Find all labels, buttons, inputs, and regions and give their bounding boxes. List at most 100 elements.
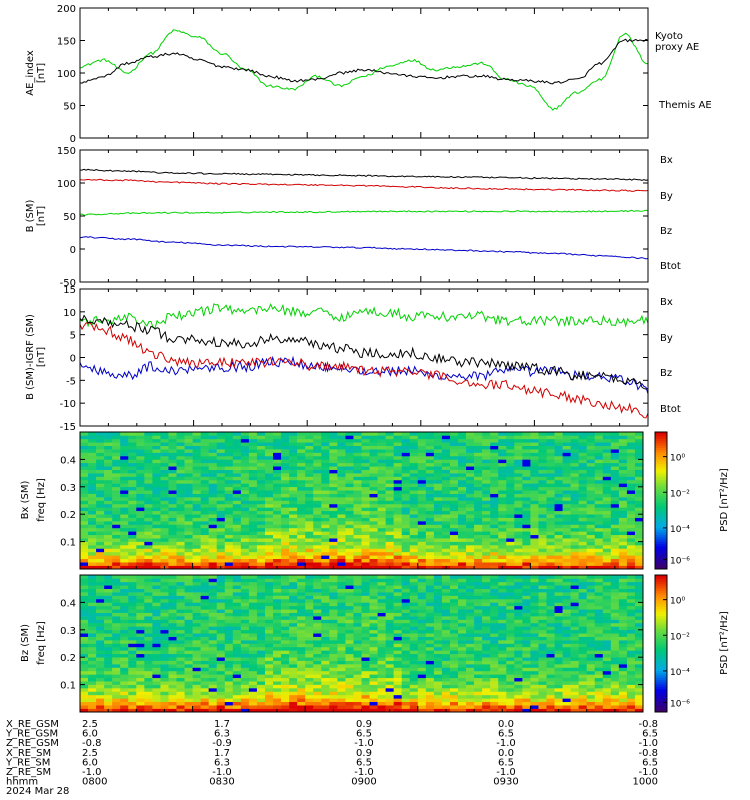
spectrogram-cell [610,435,620,440]
spectrogram-cell [176,691,185,696]
spectrogram-cell [120,595,129,600]
spectrogram-cell [345,688,354,692]
spectrogram-cell [498,493,507,498]
spectrogram-cell [361,626,370,631]
spectrogram-cell [281,650,290,655]
spectrogram-cell [232,581,242,586]
spectrogram-cell [482,466,491,470]
spectrogram-cell [433,438,443,443]
spectrogram-cell [128,551,137,556]
spectrogram-cell [305,466,314,470]
spectrogram-cell [305,646,314,651]
spectrogram-cell [498,527,507,532]
spectrogram-cell [136,497,145,501]
spectrogram-cell [256,622,266,627]
spectrogram-cell [449,466,459,470]
spectrogram-cell [80,657,89,661]
spectrogram-cell [176,581,185,586]
spectrogram-cell [377,473,386,477]
spectrogram-cell [297,545,306,549]
spectrogram-cell [474,455,483,460]
spectrogram-cell [160,493,169,498]
spectrogram-cell [281,479,290,484]
spectrogram-cell [530,514,539,518]
spectrogram-cell [184,432,193,436]
spectrogram-cell [224,510,234,515]
ae-unit: [nT] [36,63,47,83]
spectrogram-cell [401,667,411,672]
spectrogram-cell [602,483,612,488]
spectrogram-cell [401,646,411,651]
spectrogram-cell [305,622,314,627]
spectrogram-cell [104,445,113,450]
spectrogram-cell [208,694,218,699]
spectrogram-cell [425,521,435,525]
spectrogram-cell [594,503,604,508]
spectrogram-cell [216,636,226,641]
spectrogram-cell [353,521,362,525]
spectrogram-cell [88,629,97,634]
spectrogram-cell [377,643,386,648]
spectrogram-cell [192,708,201,713]
spectrogram-cell [104,595,113,600]
spectrogram-cell [305,677,314,682]
spectrogram-cell [160,521,169,525]
spectrogram-cell [216,598,226,603]
spectrogram-cell [618,514,628,518]
spectrogram-cell [466,486,475,491]
spectrogram-cell [466,462,475,467]
spectrogram-cell [570,510,579,515]
spectrogram-cell [369,510,378,515]
spectrogram-cell [200,701,209,706]
spectrogram-cell [136,646,145,651]
spectrogram-cell [586,555,596,560]
spectrogram-cell [297,612,306,617]
spectrogram-cell [634,545,644,549]
spectrogram-cell [248,521,258,525]
spectrogram-cell [498,514,507,518]
spectrogram-cell [369,469,378,474]
spectrogram-cell [256,449,266,453]
spectrogram-cell [176,479,185,484]
spectrogram-cell [337,598,346,603]
spectrogram-cell [554,555,563,560]
spectrogram-cell [297,442,306,446]
spectrogram-cell [578,449,587,453]
spectrogram-cell [216,514,226,518]
spectrogram-cell [128,698,137,703]
spectrogram-cell [361,633,370,637]
spectrogram-cell [112,633,121,637]
spectrogram-cell [337,500,346,505]
spectrogram-cell [530,521,539,525]
spectrogram-cell [232,605,242,610]
spectrogram-cell [433,534,443,539]
spectrogram-cell [224,565,234,570]
spectrogram-cell [305,578,314,583]
spectrogram-cell [96,555,105,560]
spectrogram-cell [361,650,370,655]
spectrogram-cell [200,527,209,532]
spectrogram-cell [256,432,266,436]
spectrogram-cell [345,507,354,512]
spectrogram-cell [546,555,555,560]
spectrogram-cell [337,670,346,675]
spectrogram-cell [240,636,250,641]
spectrogram-cell [474,490,483,494]
spectrogram-cell [144,565,153,570]
spectrogram-cell [88,469,97,474]
spectrogram-cell [152,701,161,706]
spectrogram-cell [176,452,185,457]
spectrogram-cell [490,562,499,566]
spectrogram-cell [337,684,346,689]
spectrogram-cell [626,500,636,505]
spectrogram-cell [88,510,97,515]
b-igrf-legend-btot: Btot [660,404,681,415]
spectrogram-cell [152,435,161,440]
spectrogram-cell [482,555,491,560]
spectrogram-cell [256,551,266,556]
spectrogram-cell [602,517,612,522]
spectrogram-cell [176,643,185,648]
spectrogram-cell [409,681,419,685]
spectrogram-cell [449,691,459,696]
spectrogram-cell [128,619,137,624]
